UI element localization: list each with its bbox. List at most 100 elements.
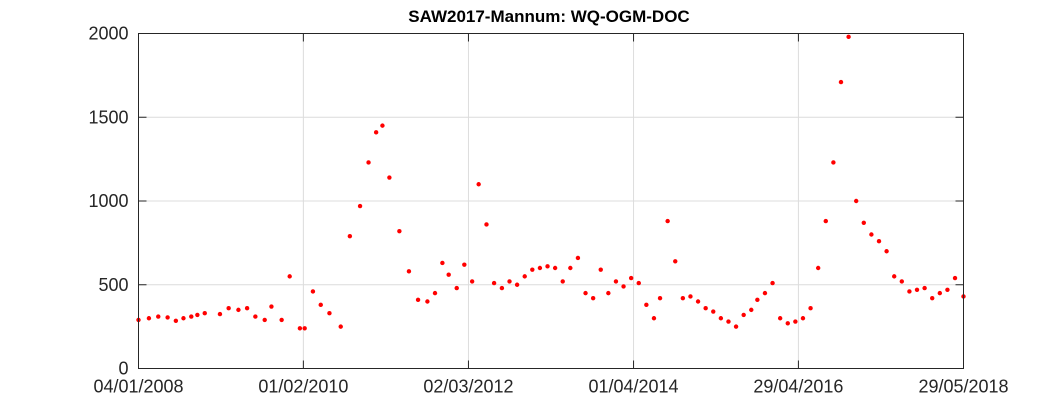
data-point bbox=[189, 314, 194, 319]
data-point bbox=[310, 289, 316, 294]
data-point bbox=[831, 160, 836, 165]
data-point bbox=[552, 265, 558, 271]
data-point bbox=[785, 321, 790, 326]
data-point bbox=[462, 262, 467, 267]
data-point bbox=[711, 309, 716, 314]
data-point bbox=[302, 326, 307, 331]
data-point bbox=[484, 222, 489, 227]
y-axis-tick-labels: 0 500 1000 1500 2000 bbox=[88, 24, 128, 379]
data-point bbox=[853, 198, 859, 204]
data-point bbox=[545, 264, 550, 269]
data-point bbox=[217, 311, 223, 317]
data-point bbox=[718, 316, 724, 321]
data-point bbox=[665, 218, 670, 224]
data-point bbox=[357, 203, 363, 209]
y-tick-label: 500 bbox=[98, 275, 128, 295]
data-point bbox=[755, 297, 760, 303]
x-tick-label: 01/04/2014 bbox=[588, 377, 678, 397]
data-point bbox=[297, 326, 303, 331]
data-point bbox=[590, 295, 596, 301]
data-point bbox=[318, 302, 323, 308]
chart-title: SAW2017-Mannum: WQ-OGM-DOC bbox=[408, 7, 689, 26]
data-point bbox=[815, 265, 821, 271]
data-point bbox=[892, 274, 897, 279]
data-point bbox=[491, 280, 497, 286]
data-point bbox=[338, 324, 343, 329]
y-tick-label: 2000 bbox=[88, 24, 128, 44]
data-point bbox=[741, 312, 746, 318]
data-point bbox=[770, 280, 775, 286]
data-point bbox=[397, 228, 402, 234]
data-point bbox=[869, 232, 874, 237]
data-point bbox=[823, 218, 828, 224]
data-point bbox=[937, 290, 943, 296]
data-point bbox=[884, 249, 889, 254]
data-point bbox=[952, 275, 958, 281]
data-point bbox=[621, 284, 626, 289]
data-point bbox=[876, 239, 882, 244]
x-axis-tick-labels: 04/01/2008 01/02/2010 02/03/2012 01/04/2014… bbox=[93, 377, 1008, 397]
data-point bbox=[636, 280, 641, 286]
data-point bbox=[673, 259, 678, 264]
data-point bbox=[373, 130, 379, 135]
data-point bbox=[469, 279, 475, 284]
data-point bbox=[253, 314, 258, 319]
data-point bbox=[347, 233, 353, 239]
data-point bbox=[606, 290, 611, 296]
data-point bbox=[279, 317, 284, 323]
data-point bbox=[922, 285, 927, 291]
data-point bbox=[583, 290, 588, 296]
data-point bbox=[244, 306, 250, 311]
data-point bbox=[165, 315, 170, 320]
data-point bbox=[914, 287, 920, 292]
data-point bbox=[628, 275, 634, 281]
data-point bbox=[846, 34, 851, 40]
data-point bbox=[269, 304, 274, 309]
y-tick-label: 1500 bbox=[88, 107, 128, 127]
data-point bbox=[432, 290, 438, 296]
data-point bbox=[327, 311, 332, 316]
x-tick-label: 29/04/2016 bbox=[753, 377, 843, 397]
data-point bbox=[476, 182, 481, 187]
data-point bbox=[793, 319, 798, 324]
data-point bbox=[945, 287, 950, 292]
data-point bbox=[907, 289, 912, 294]
axis-ticks bbox=[138, 33, 964, 369]
data-point bbox=[195, 312, 200, 318]
data-point bbox=[202, 311, 207, 316]
data-point bbox=[899, 279, 905, 284]
data-point bbox=[446, 272, 451, 277]
data-points bbox=[136, 34, 966, 331]
data-point bbox=[800, 316, 806, 321]
data-point bbox=[688, 294, 693, 299]
y-tick-label: 0 bbox=[118, 359, 128, 379]
data-point bbox=[406, 269, 412, 274]
data-point bbox=[440, 260, 445, 266]
data-point bbox=[522, 274, 527, 279]
data-point bbox=[644, 302, 649, 308]
data-point bbox=[613, 279, 619, 284]
data-point bbox=[680, 295, 686, 301]
data-point bbox=[560, 279, 565, 284]
data-point bbox=[726, 319, 731, 324]
data-point bbox=[415, 297, 421, 303]
data-point bbox=[568, 265, 573, 271]
data-point bbox=[762, 290, 768, 296]
data-point bbox=[695, 299, 701, 304]
data-point bbox=[425, 299, 430, 304]
data-point bbox=[181, 316, 186, 321]
data-point bbox=[777, 316, 783, 321]
data-point bbox=[380, 123, 385, 128]
data-point bbox=[173, 318, 179, 323]
x-tick-label: 01/02/2010 bbox=[258, 377, 348, 397]
data-point bbox=[507, 279, 512, 284]
data-point bbox=[703, 306, 708, 311]
data-point bbox=[387, 175, 392, 180]
data-point bbox=[514, 282, 520, 287]
data-point bbox=[651, 316, 657, 321]
y-tick-label: 1000 bbox=[88, 191, 128, 211]
data-point bbox=[537, 265, 543, 271]
data-point bbox=[598, 267, 603, 272]
data-point bbox=[156, 314, 161, 319]
data-point bbox=[226, 306, 231, 311]
